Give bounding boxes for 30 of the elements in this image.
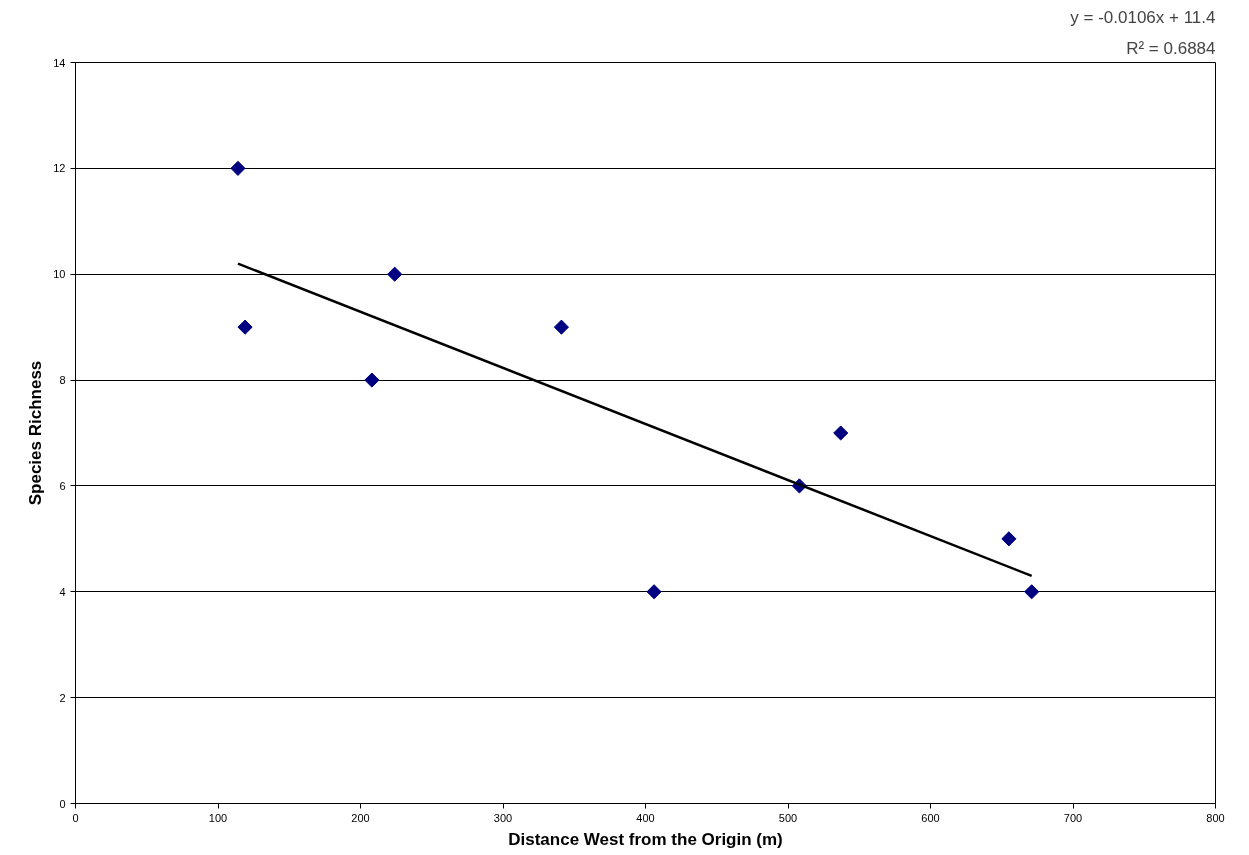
text: R² = 0.6884 [1126, 38, 1216, 58]
x-axis-title: Distance West from the Origin (m) [508, 829, 783, 849]
x-tick-label: 600 [921, 811, 940, 824]
point [1001, 531, 1017, 547]
x-tick-label: 500 [778, 811, 798, 824]
y-axis-title: Species Richness [26, 360, 46, 506]
y-tick-label: 4 [59, 585, 66, 598]
point [387, 266, 403, 282]
y-tick-label: 8 [59, 374, 66, 387]
x-tick-label: 700 [1063, 811, 1083, 824]
y-tick-label: 10 [53, 268, 66, 281]
point [237, 319, 253, 335]
text: y = -0.0106x + 11.4 [1070, 7, 1216, 27]
point [230, 160, 246, 176]
point [833, 425, 849, 441]
x-tick-label: 400 [636, 811, 655, 824]
x-tick-label: 800 [1206, 811, 1225, 824]
x-tick-label: 200 [351, 811, 370, 824]
point [553, 319, 569, 335]
x-tick-label: 0 [72, 811, 79, 824]
y-tick-label: 0 [59, 797, 66, 810]
y-tick-label: 14 [53, 56, 66, 69]
y-tick-label: 12 [53, 162, 66, 175]
point [1024, 584, 1040, 600]
y-tick-label: 2 [59, 691, 66, 704]
point [364, 372, 380, 388]
x-tick-label: 100 [208, 811, 228, 824]
point [646, 584, 662, 600]
x-tick-label: 300 [493, 811, 513, 824]
y-tick-label: 6 [59, 479, 66, 492]
